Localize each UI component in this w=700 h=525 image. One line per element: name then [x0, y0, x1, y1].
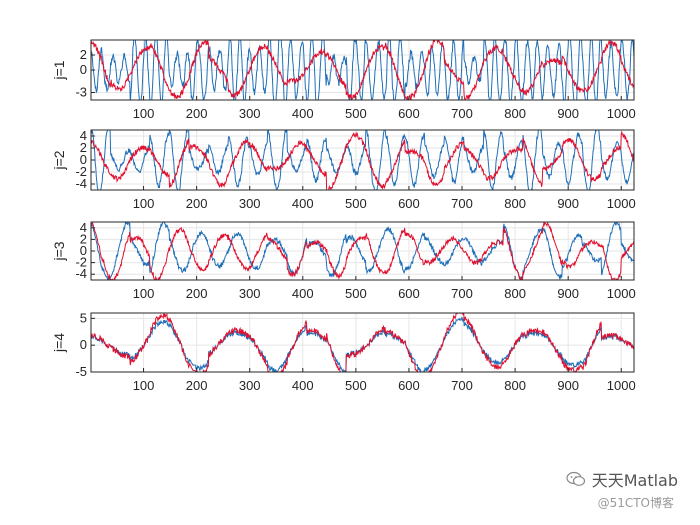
x-tick-label: 800 — [504, 378, 526, 393]
y-tick-label: -2 — [75, 164, 87, 179]
x-tick-label: 100 — [133, 106, 155, 121]
subplot-1: 100 200 300 400 500 600 700 800 900 1000 -3 02 j=1 — [51, 39, 636, 121]
x-tick-label: 600 — [398, 286, 420, 301]
y-tick-label: 4 — [80, 220, 87, 235]
x-tick-label: 900 — [557, 196, 579, 211]
y-axis-label: j=1 — [51, 60, 67, 80]
x-tick-label: 900 — [557, 106, 579, 121]
x-tick-label: 800 — [504, 196, 526, 211]
y-axis-label: j=4 — [51, 333, 67, 353]
y-tick-label: 2 — [80, 140, 87, 155]
x-tick-label: 800 — [504, 106, 526, 121]
x-tick-label: 300 — [239, 286, 261, 301]
x-tick-label: 200 — [186, 106, 208, 121]
x-tick-label: 100 — [133, 196, 155, 211]
y-axis-label: j=3 — [51, 241, 67, 261]
x-tick-label: 1000 — [607, 286, 636, 301]
wechat-icon — [566, 471, 585, 486]
x-tick-label: 300 — [239, 106, 261, 121]
series-line-2 — [91, 40, 634, 100]
x-tick-label: 500 — [345, 378, 367, 393]
x-tick-label: 400 — [292, 196, 314, 211]
x-tick-label: 400 — [292, 106, 314, 121]
series-line-2 — [91, 130, 634, 190]
y-tick-label: -5 — [75, 364, 87, 379]
y-tick-label: -4 — [75, 176, 87, 191]
axes-box — [90, 312, 635, 373]
x-tick-label: 600 — [398, 378, 420, 393]
x-tick-label: 100 — [133, 286, 155, 301]
x-tick-label: 300 — [239, 378, 261, 393]
watermark-text: 天天Matlab — [591, 471, 678, 490]
x-tick-label: 500 — [345, 196, 367, 211]
x-tick-label: 200 — [186, 378, 208, 393]
x-tick-label: 1000 — [607, 106, 636, 121]
x-tick-label: 600 — [398, 106, 420, 121]
x-tick-label: 1000 — [607, 378, 636, 393]
y-tick-label: 5 — [80, 310, 87, 325]
x-tick-label: 900 — [557, 378, 579, 393]
y-tick-label: -4 — [75, 266, 87, 281]
x-tick-label: 400 — [292, 286, 314, 301]
x-tick-label: 100 — [133, 378, 155, 393]
x-tick-label: 500 — [345, 286, 367, 301]
x-tick-label: 1000 — [607, 196, 636, 211]
x-tick-label: 900 — [557, 286, 579, 301]
watermark-sub: @51CTO博客 — [597, 496, 674, 510]
y-tick-label: -2 — [75, 255, 87, 270]
x-tick-label: 700 — [451, 378, 473, 393]
x-tick-label: 700 — [451, 196, 473, 211]
x-tick-label: 300 — [239, 196, 261, 211]
y-tick-label: 2 — [80, 231, 87, 246]
x-tick-label: 400 — [292, 378, 314, 393]
series-line-1 — [91, 222, 634, 280]
y-tick-label: 2 — [80, 47, 87, 62]
x-tick-label: 800 — [504, 286, 526, 301]
y-axis-label: j=2 — [51, 150, 67, 170]
subplot-4: 100 200 300 400 500 600 700 800 900 1000 -5 0 5 j=4 — [51, 310, 636, 393]
series-line-1 — [91, 130, 634, 190]
x-tick-label: 700 — [451, 106, 473, 121]
watermark: 天天Matlab — [566, 467, 678, 491]
x-tick-label: 500 — [345, 106, 367, 121]
series-line-2 — [91, 222, 634, 280]
x-tick-label: 700 — [451, 286, 473, 301]
y-tick-label: 0 — [80, 152, 87, 167]
y-tick-label: 0 — [80, 62, 87, 77]
x-tick-label: 200 — [186, 286, 208, 301]
y-tick-label: 0 — [80, 243, 87, 258]
x-tick-label: 600 — [398, 196, 420, 211]
x-tick-label: 200 — [186, 196, 208, 211]
y-tick-label: 0 — [80, 337, 87, 352]
series-line-2 — [91, 313, 634, 372]
y-tick-label: -3 — [75, 85, 87, 100]
y-tick-label: 4 — [80, 128, 87, 143]
series-line-1 — [91, 40, 634, 100]
